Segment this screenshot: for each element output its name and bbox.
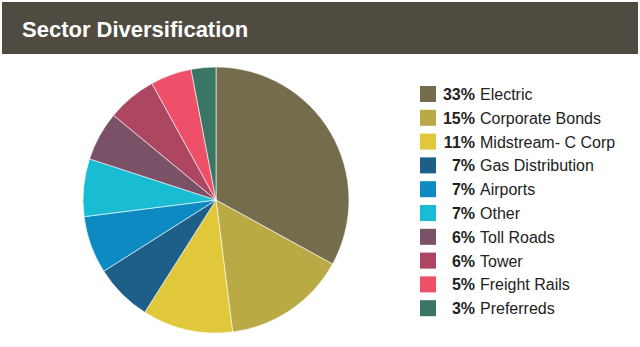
legend-swatch — [420, 134, 436, 150]
legend: 33% Electric 15% Corporate Bonds 11% Midstrea… — [420, 86, 615, 317]
legend-label: Preferreds — [480, 300, 555, 317]
legend-value: 15% — [443, 110, 475, 127]
background — [0, 0, 640, 347]
legend-value: 11% — [444, 134, 475, 151]
legend-swatch — [420, 205, 436, 221]
legend-value: 7% — [452, 181, 475, 198]
title: Sector Diversification — [22, 17, 248, 42]
legend-label: Corporate Bonds — [480, 110, 601, 127]
legend-swatch — [420, 300, 436, 316]
header-bar — [2, 2, 638, 54]
legend-label: Toll Roads — [480, 229, 555, 246]
legend-value: 6% — [452, 229, 475, 246]
legend-swatch — [420, 229, 436, 245]
pie — [83, 67, 349, 333]
legend-swatch — [420, 276, 436, 292]
legend-label: Freight Rails — [480, 276, 570, 293]
legend-value: 6% — [452, 253, 475, 270]
legend-swatch — [420, 110, 436, 126]
legend-label: Midstream- C Corp — [480, 134, 615, 151]
legend-label: Electric — [480, 86, 532, 103]
legend-value: 7% — [452, 157, 475, 174]
legend-label: Airports — [480, 181, 535, 198]
chart: Sector Diversification 33% Electric 15% Corp… — [0, 0, 640, 347]
legend-value: 33% — [443, 86, 475, 103]
legend-value: 7% — [452, 205, 475, 222]
slice — [191, 67, 216, 200]
legend-value: 3% — [452, 300, 475, 317]
legend-label: Tower — [480, 253, 523, 270]
chart-root: Sector Diversification 33% Electric 15% Corp… — [0, 0, 640, 347]
slice — [216, 200, 333, 332]
legend-swatch — [420, 253, 436, 269]
legend-value: 5% — [452, 276, 475, 293]
legend-swatch — [420, 157, 436, 173]
legend-swatch — [420, 86, 436, 102]
legend-swatch — [420, 181, 436, 197]
legend-label: Other — [480, 205, 521, 222]
legend-label: Gas Distribution — [480, 157, 594, 174]
